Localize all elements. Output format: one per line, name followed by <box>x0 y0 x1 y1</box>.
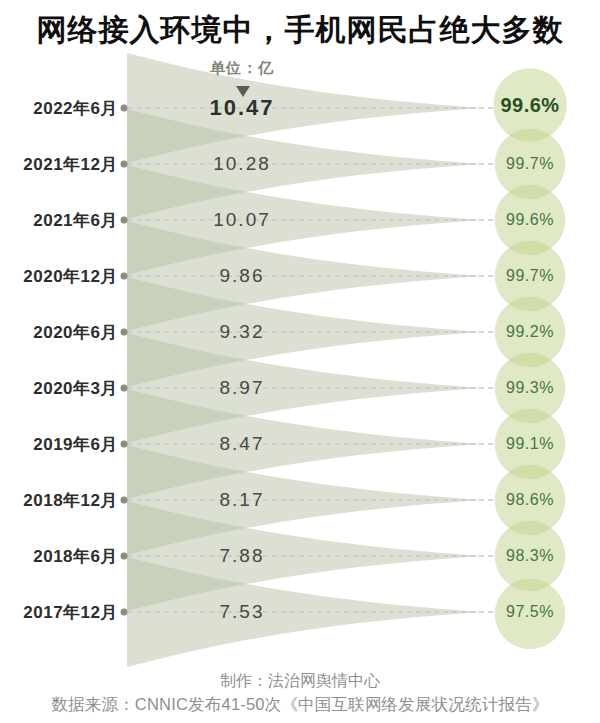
unit-label: 单位：亿 <box>142 59 342 78</box>
row-value: 10.47 <box>142 95 342 121</box>
row-dot <box>121 273 128 280</box>
row-value: 7.53 <box>142 601 342 623</box>
row-dot <box>121 497 128 504</box>
row-value: 9.32 <box>142 321 342 343</box>
row-percent: 99.7% <box>495 267 565 285</box>
row-value: 7.88 <box>142 545 342 567</box>
row-value: 10.28 <box>142 153 342 175</box>
row-value: 8.47 <box>142 433 342 455</box>
footer-source: 数据来源：CNNIC发布41-50次《中国互联网络发展状况统计报告》 <box>0 694 600 716</box>
row-percent: 98.3% <box>495 547 565 565</box>
row-dot <box>121 217 128 224</box>
row-percent: 99.6% <box>495 211 565 229</box>
row-percent: 97.5% <box>495 603 565 621</box>
row-date: 2018年6月 <box>33 545 118 568</box>
row-dot <box>121 441 128 448</box>
footer-credit: 制作：法治网舆情中心 <box>0 671 600 692</box>
row-dot <box>121 553 128 560</box>
row-percent: 99.7% <box>495 155 565 173</box>
row-date: 2020年12月 <box>23 265 118 288</box>
row-value: 10.07 <box>142 209 342 231</box>
row-dot <box>121 609 128 616</box>
row-percent: 99.2% <box>495 323 565 341</box>
row-date: 2020年6月 <box>33 321 118 344</box>
row-dots <box>121 105 128 616</box>
row-dot <box>121 161 128 168</box>
row-date: 2021年6月 <box>33 209 118 232</box>
row-percent: 99.1% <box>495 435 565 453</box>
row-date: 2021年12月 <box>23 153 118 176</box>
row-dot <box>121 105 128 112</box>
row-value: 8.97 <box>142 377 342 399</box>
row-value: 8.17 <box>142 489 342 511</box>
row-percent: 99.3% <box>495 379 565 397</box>
row-date: 2022年6月 <box>33 97 118 120</box>
funnel-shapes <box>127 53 483 667</box>
row-value: 9.86 <box>142 265 342 287</box>
row-date: 2019年6月 <box>33 433 118 456</box>
infographic-canvas: 网络接入环境中，手机网民占绝大多数 <box>0 0 600 723</box>
row-dot <box>121 329 128 336</box>
row-date: 2018年12月 <box>23 489 118 512</box>
row-percent: 98.6% <box>495 491 565 509</box>
row-dot <box>121 385 128 392</box>
row-date: 2017年12月 <box>23 601 118 624</box>
row-date: 2020年3月 <box>33 377 118 400</box>
row-percent: 99.6% <box>495 94 565 117</box>
